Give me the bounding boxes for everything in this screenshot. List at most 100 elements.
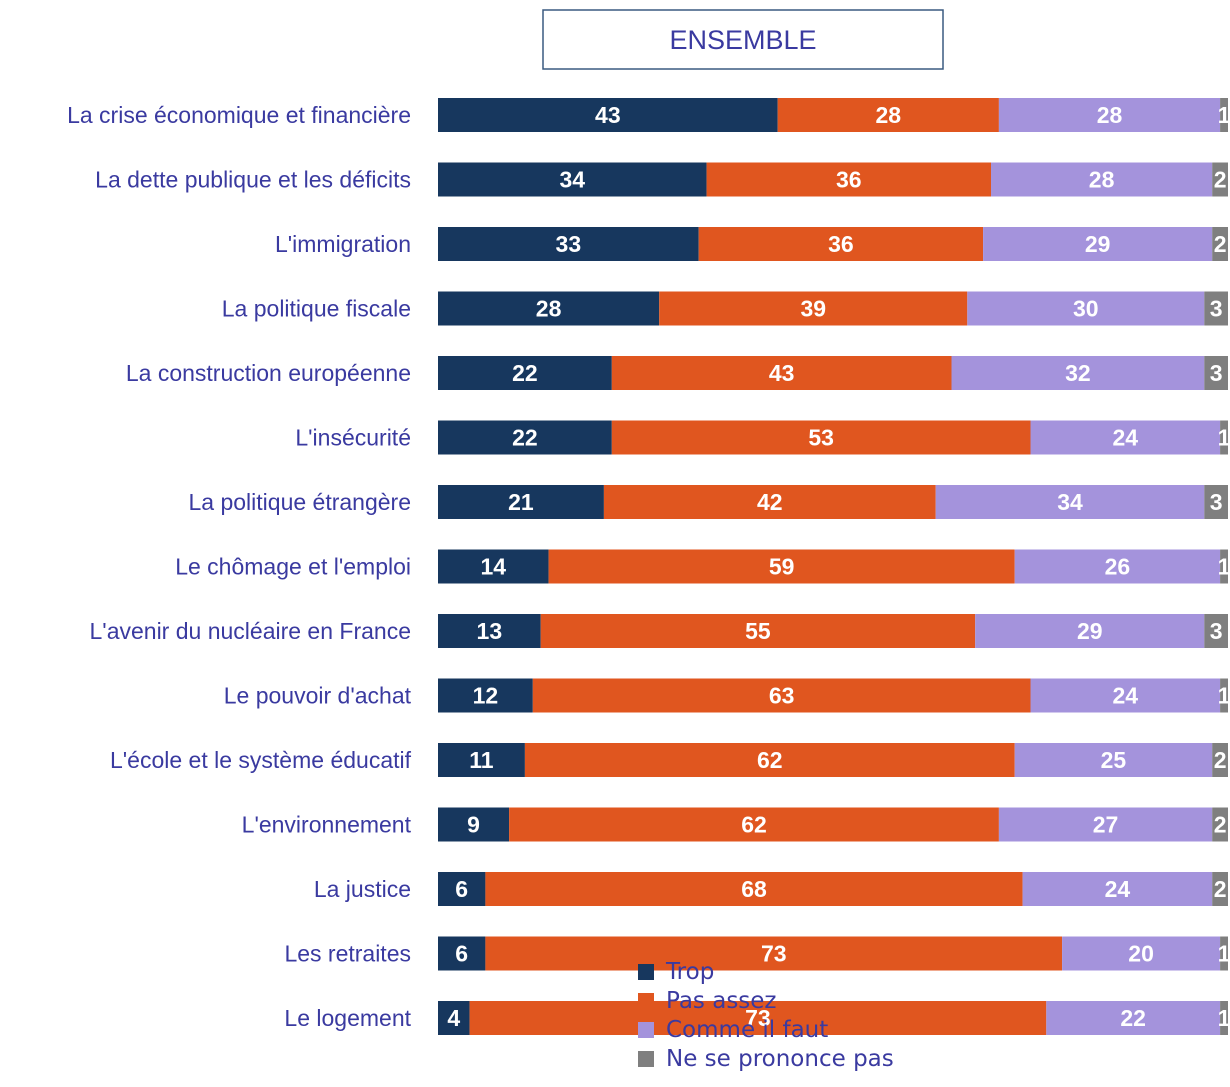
bar-segment [1204,485,1228,519]
bar-segment [469,1001,1047,1035]
value-label: 73 [745,1005,771,1031]
value-label: 28 [1089,167,1115,193]
value-label: 28 [536,296,562,322]
value-label: 1 [1218,1005,1230,1031]
value-label: 2 [1214,876,1227,902]
value-label: 26 [1105,554,1131,580]
category-label: Les retraites [284,941,411,967]
bar-segment [1212,872,1228,906]
value-label: 68 [741,876,767,902]
bar-segment [438,807,510,842]
bar-segment [967,291,1205,326]
category-label: La politique étrangère [189,489,412,515]
value-label: 25 [1101,747,1127,773]
value-label: 33 [556,231,582,257]
legend-swatch [638,964,654,980]
value-label: 3 [1210,360,1223,386]
legend-swatch [638,1022,654,1038]
category-label: Le logement [284,1005,411,1031]
bar-segment [777,98,999,132]
category-label: Le pouvoir d'achat [224,683,412,709]
legend-label: Trop [665,959,714,985]
bar-segment [659,291,968,326]
bar-segment [532,678,1031,713]
category-label: L'école et le système éducatif [110,747,412,773]
bar-segment [1030,678,1221,713]
bar-segment [1220,1001,1228,1035]
bar-segment [1212,227,1228,261]
bar-segment [1014,549,1221,584]
value-label: 55 [745,618,771,644]
value-label: 22 [512,360,538,386]
bar-segment [998,98,1221,132]
bar-segment [706,162,991,197]
bar-segment [698,227,984,261]
bar-segment [1220,936,1228,971]
category-label: L'insécurité [295,425,411,451]
bar-segment [1204,291,1228,326]
value-label: 13 [477,618,503,644]
value-label: 21 [508,489,534,515]
legend-swatch [638,993,654,1009]
value-label: 27 [1093,812,1119,838]
bar-segment [1212,162,1228,197]
value-label: 6 [455,876,468,902]
bar-segment [438,614,541,648]
value-label: 9 [467,812,480,838]
value-label: 42 [757,489,783,515]
bar-segment [438,743,525,777]
value-label: 36 [828,231,854,257]
value-label: 11 [469,747,494,773]
value-label: 20 [1128,941,1154,967]
bar-segment [438,162,707,197]
bar-segment [998,807,1213,842]
value-label: 12 [473,683,499,709]
legend-label: Comme il faut [666,1017,828,1043]
bar-segment [951,356,1205,390]
bar-segment [1220,549,1228,584]
title-box [542,9,944,70]
value-label: 29 [1085,231,1111,257]
bar-segment [485,872,1023,906]
bar-segment [438,420,612,455]
bar-segment [438,936,486,971]
bar-segment [1022,872,1213,906]
bar-segment [1220,420,1228,455]
bar-segment [1212,743,1228,777]
bar-segment [1220,98,1228,132]
value-label: 6 [455,941,468,967]
value-label: 24 [1113,683,1139,709]
legend-swatch [638,1051,654,1067]
value-label: 22 [512,425,538,451]
bar-segment [991,162,1213,197]
category-label: La politique fiscale [222,296,411,322]
value-label: 43 [595,102,621,128]
value-label: 2 [1214,167,1227,193]
bar-segment [438,549,549,584]
bar-segment [1220,678,1228,713]
value-label: 4 [447,1005,460,1031]
bar-segment [438,485,604,519]
bar-segment [611,420,1031,455]
bar-segment [975,614,1205,648]
bar-segment [509,807,999,842]
bar-segment [1046,1001,1221,1035]
bar-segment [438,227,699,261]
category-label: La dette publique et les déficits [95,167,411,193]
value-label: 2 [1214,231,1227,257]
value-label: 62 [741,812,767,838]
value-label: 1 [1218,102,1230,128]
value-label: 36 [836,167,862,193]
value-label: 3 [1210,489,1223,515]
value-label: 73 [761,941,787,967]
category-label: La crise économique et financière [67,102,411,128]
value-label: 43 [769,360,795,386]
bar-segment [1014,743,1213,777]
value-label: 62 [757,747,783,773]
legend-label: Pas assez [666,988,777,1014]
value-label: 1 [1218,941,1230,967]
bar-segment [438,678,533,713]
bar-segment [611,356,952,390]
value-label: 2 [1214,812,1227,838]
